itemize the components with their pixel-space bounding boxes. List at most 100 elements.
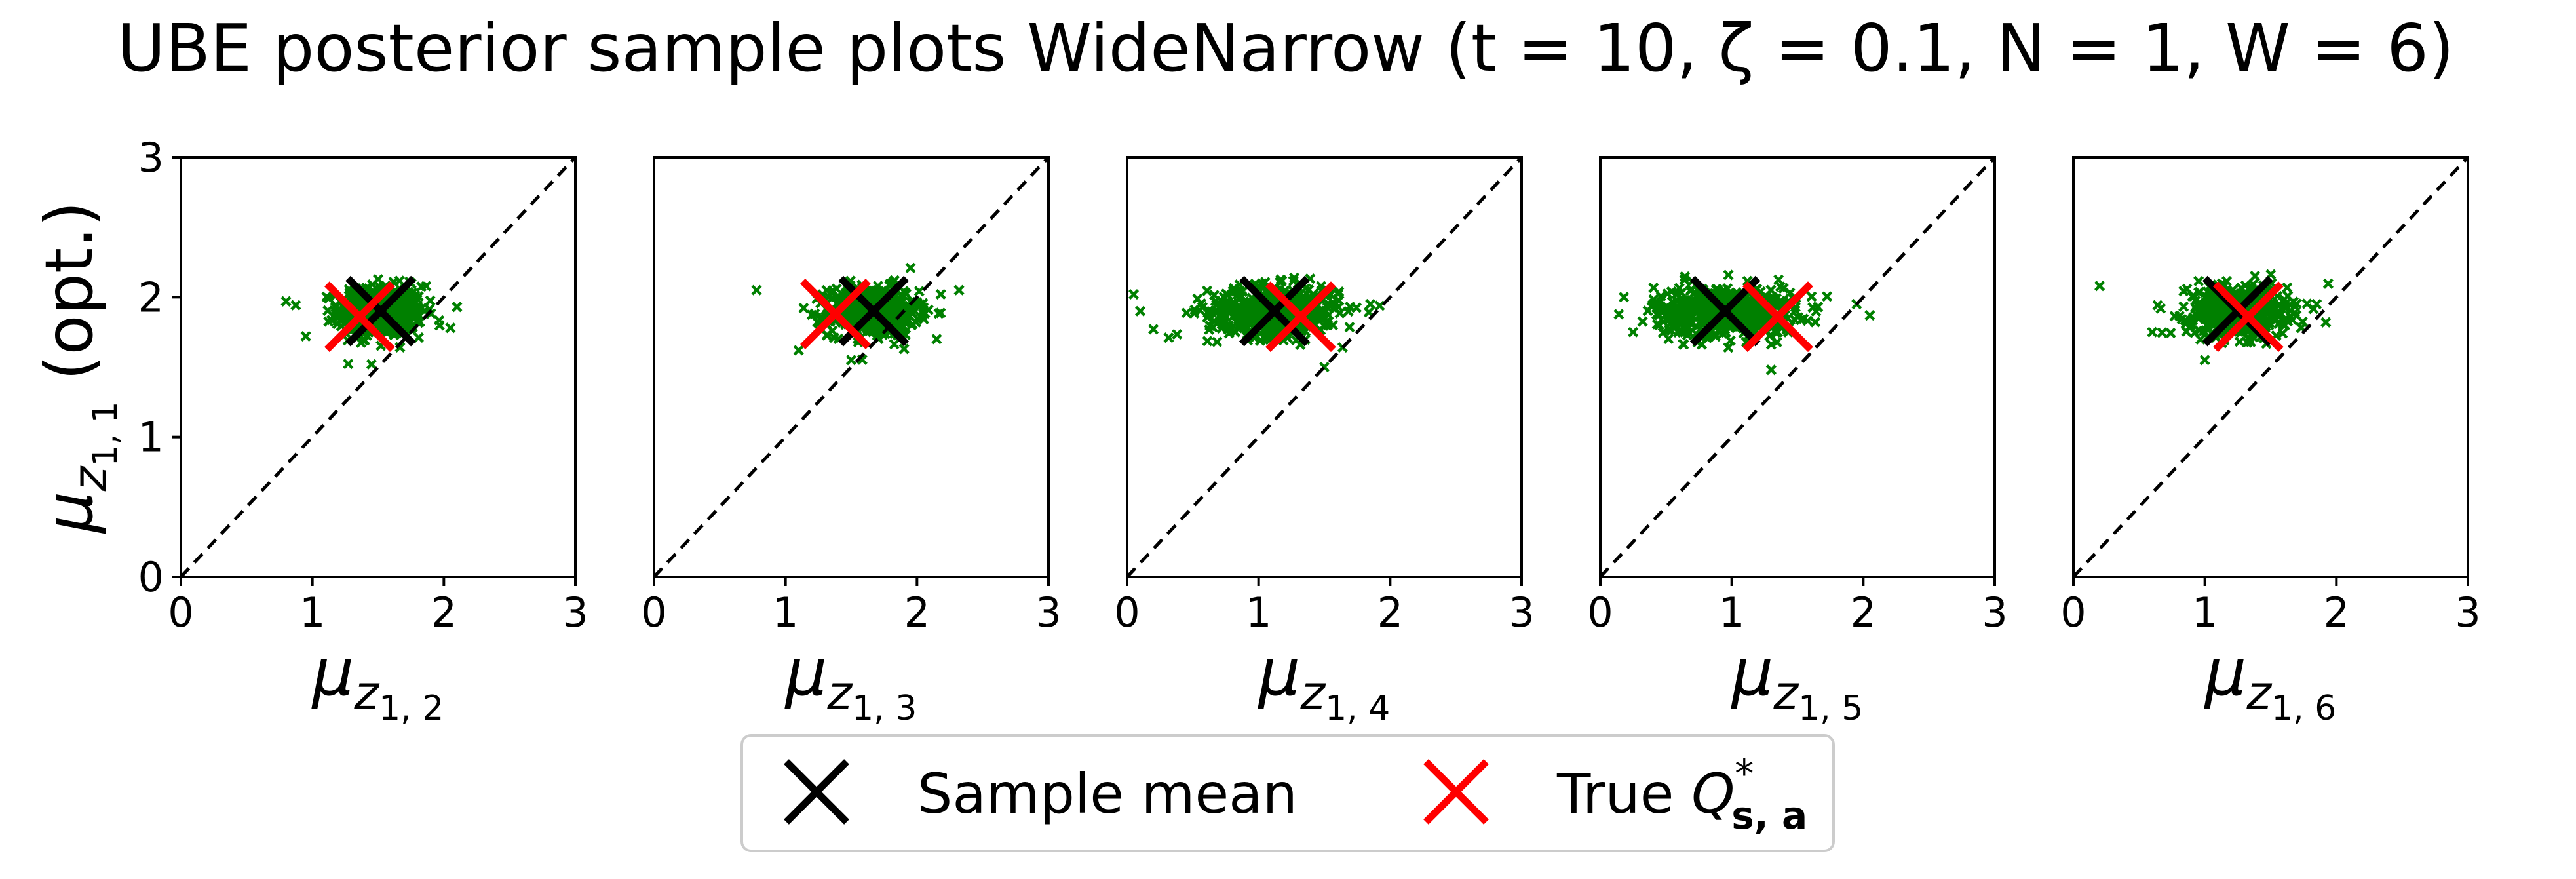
- sample-point: [2248, 279, 2259, 290]
- sample-point: [870, 288, 881, 300]
- x-tick-label: 2: [904, 589, 930, 636]
- sample-point: [845, 355, 857, 366]
- sample-point: [889, 338, 900, 350]
- sample-point: [1208, 290, 1220, 301]
- sample-point: [1181, 307, 1192, 319]
- sample-point: [1637, 316, 1648, 327]
- legend-sample-mean-label: Sample mean: [917, 762, 1298, 826]
- sample-point: [1221, 288, 1232, 300]
- sample-point: [1613, 309, 1624, 320]
- sample-point: [1738, 301, 1749, 312]
- sample-point: [2311, 298, 2322, 310]
- x-tick-label: 0: [168, 589, 193, 636]
- sample-point: [1172, 328, 1183, 340]
- sample-point: [910, 305, 921, 317]
- sample-point: [1261, 333, 1273, 344]
- sample-point: [452, 302, 463, 313]
- sample-point: [1666, 325, 1677, 336]
- x-tick-label: 0: [1587, 589, 1613, 636]
- sample-point: [2273, 318, 2284, 329]
- sample-point: [1234, 322, 1245, 334]
- x-axis-label: μz1, 5: [1731, 634, 1864, 728]
- plot-frame: [1126, 156, 1523, 578]
- sample-point: [1691, 303, 1702, 315]
- chart-title: UBE posterior sample plots WideNarrow (t…: [117, 10, 2454, 87]
- panel-3: 0 1 2 3 μz1, 4: [1114, 156, 1535, 728]
- sample-point: [366, 359, 377, 370]
- y-axis-label: μz1, 1 (opt.): [31, 201, 125, 534]
- legend: Sample mean True Q* s, a: [740, 734, 1835, 852]
- sample-point: [1765, 339, 1777, 350]
- sample-point: [1680, 271, 1691, 283]
- sample-point: [2234, 336, 2245, 347]
- sample-point: [1773, 274, 1784, 285]
- sample-point: [353, 295, 364, 306]
- sample-point: [343, 359, 354, 370]
- sample-point: [404, 309, 415, 321]
- x-tick-label: 2: [1851, 589, 1876, 636]
- x-tick-label: 3: [2455, 589, 2480, 636]
- sample-point: [1210, 300, 1221, 311]
- sample-point: [2169, 311, 2180, 322]
- sample-point: [2250, 270, 2261, 282]
- y-tick-label: 0: [138, 553, 164, 601]
- sample-point: [1652, 301, 1663, 312]
- sample-point: [1802, 315, 1813, 326]
- sample-point: [1244, 316, 1255, 327]
- sample-point: [2176, 313, 2187, 325]
- panel-2: 0 1 2 3 μz1, 3: [641, 156, 1062, 728]
- sample-point: [1677, 326, 1688, 338]
- panel-4: 0 1 2 3 μz1, 5: [1587, 156, 2008, 728]
- sample-point: [1227, 300, 1239, 311]
- sample-point: [1315, 312, 1326, 324]
- sample-point: [374, 281, 385, 292]
- identity-line: [1126, 156, 1523, 578]
- sample-point: [425, 308, 436, 319]
- sample-point: [2193, 275, 2204, 286]
- plot-frame: [2072, 156, 2469, 578]
- sample-point: [1685, 284, 1697, 296]
- legend-true-value-label: True Q* s, a: [1556, 751, 1807, 838]
- sample-point: [280, 296, 292, 307]
- sample-point: [1806, 291, 1817, 302]
- sample-point: [1672, 308, 1683, 320]
- sample-mean-marker: [345, 275, 416, 347]
- y-tick-label: 3: [138, 134, 164, 182]
- true-value-marker: [324, 281, 395, 353]
- sample-point: [1288, 275, 1299, 286]
- sample-point: [1723, 342, 1734, 353]
- sample-point: [1365, 298, 1376, 310]
- sample-point: [2185, 317, 2197, 328]
- identity-line: [1599, 156, 1996, 578]
- sample-point: [1239, 298, 1251, 309]
- sample-point: [1764, 330, 1775, 342]
- sample-point: [2157, 327, 2168, 338]
- x-tick-label: 1: [1719, 589, 1744, 636]
- sample-point: [827, 325, 838, 336]
- x-tick-label: 1: [773, 589, 798, 636]
- x-tick-label: 1: [1246, 589, 1271, 636]
- x-tick-label: 1: [299, 589, 325, 636]
- x-tick-label: 2: [1377, 589, 1403, 636]
- panel-1: 00 1 1 2 2 3 3 μz1, 2: [138, 134, 588, 728]
- identity-line: [180, 156, 577, 578]
- x-axis-label: μz1, 4: [1258, 634, 1391, 728]
- legend-sample-mean-marker: [784, 759, 849, 825]
- sample-point: [403, 318, 414, 329]
- sample-point: [413, 332, 425, 343]
- sample-point: [2245, 336, 2256, 347]
- panel-5: 0 1 2 3 μz1, 6: [2060, 156, 2481, 728]
- sample-point: [2197, 311, 2208, 322]
- x-tick-label: 3: [1509, 589, 1534, 636]
- sample-point: [910, 317, 922, 328]
- sample-point: [1663, 310, 1674, 321]
- x-tick-label: 1: [2192, 589, 2218, 636]
- identity-line: [653, 156, 1050, 578]
- x-tick-label: 3: [562, 589, 588, 636]
- sample-point: [412, 294, 423, 305]
- sample-point: [1657, 327, 1668, 338]
- x-tick-label: 3: [1982, 589, 2007, 636]
- sample-point: [2198, 325, 2209, 337]
- sample-point: [2178, 301, 2189, 312]
- sample-point: [1864, 309, 1875, 321]
